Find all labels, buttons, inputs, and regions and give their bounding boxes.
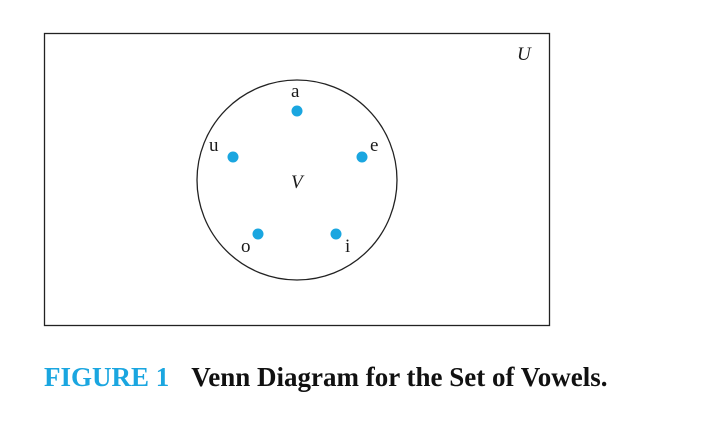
- vowel-set-circle: [196, 79, 398, 281]
- element-label-a: a: [291, 81, 300, 102]
- element-point-u: [227, 151, 239, 163]
- element-point-a: [291, 105, 303, 117]
- element-label-o: o: [241, 236, 251, 257]
- universal-set-label: U: [517, 44, 532, 65]
- figure-caption: FIGURE 1 Venn Diagram for the Set of Vowe…: [44, 360, 608, 394]
- figure-title: Venn Diagram for the Set of Vowels.: [191, 362, 608, 392]
- element-label-e: e: [370, 135, 378, 156]
- element-point-e: [356, 151, 368, 163]
- venn-diagram: U V a e i o u: [43, 32, 551, 327]
- element-point-o: [252, 228, 264, 240]
- vowel-set-label: V: [291, 172, 305, 193]
- figure-number: FIGURE 1: [44, 362, 170, 392]
- element-label-i: i: [345, 236, 350, 257]
- element-label-u: u: [209, 135, 219, 156]
- universal-set-rectangle: [43, 32, 551, 327]
- element-point-i: [330, 228, 342, 240]
